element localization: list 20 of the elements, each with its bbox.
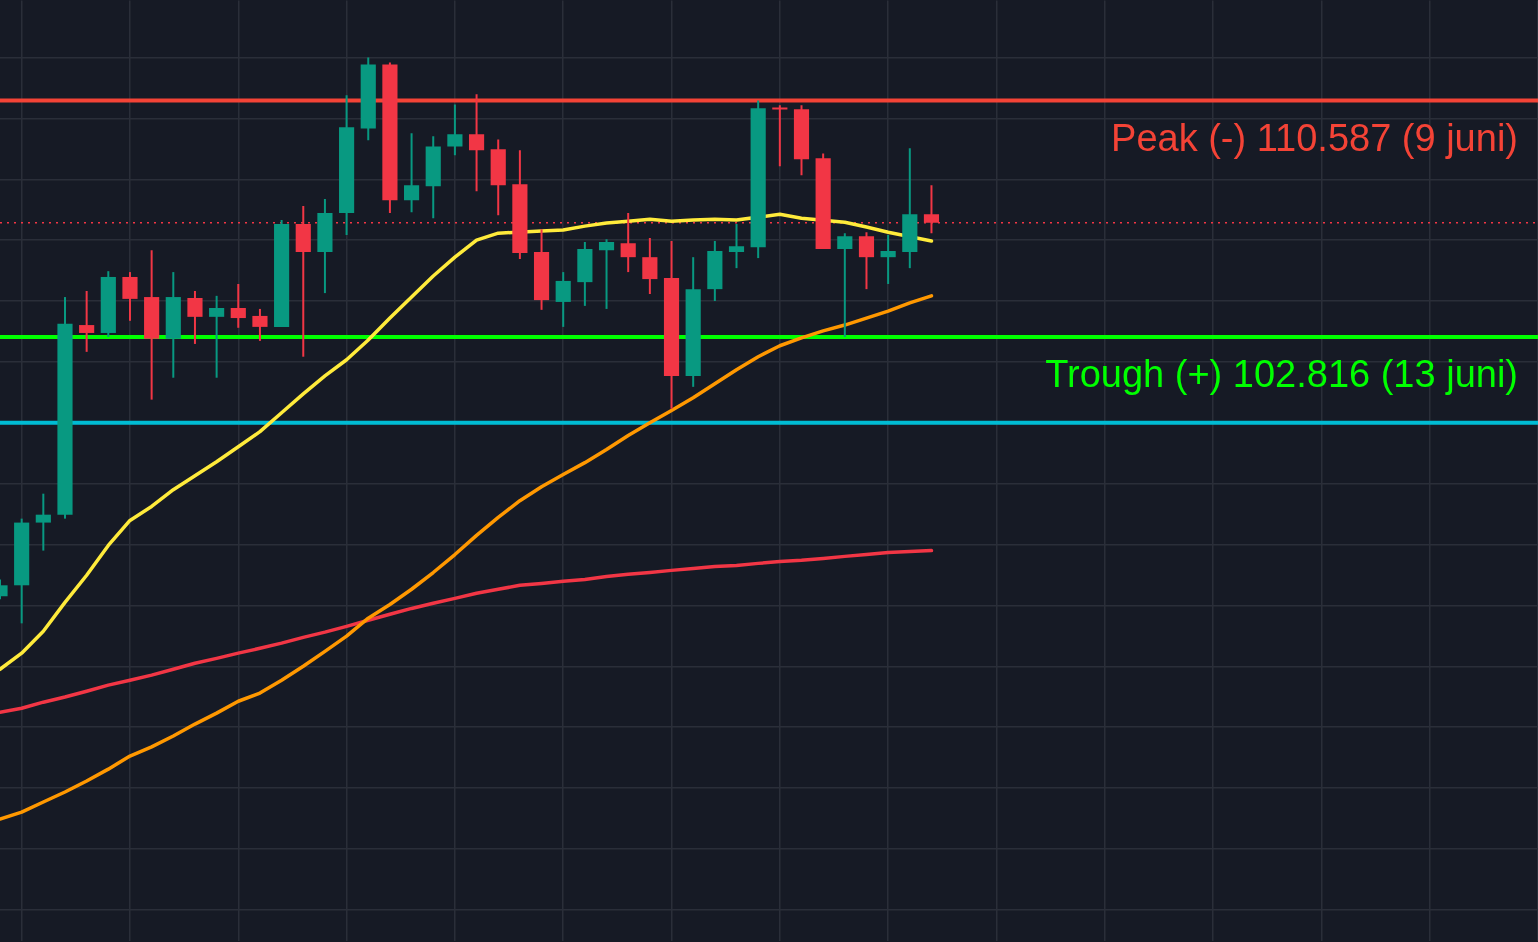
candlestick [35,492,51,552]
candlestick [230,282,246,329]
candlestick [209,294,225,379]
candlestick [555,271,571,328]
candlestick [728,223,745,270]
candlestick [122,271,138,322]
ref-line-label: Trough (+) 102.816 (13 juni) [1045,353,1518,396]
candlestick [468,93,485,193]
candlestick [880,233,896,285]
candlestick [187,289,203,345]
ref-line-label: Peak (-) 110.587 (9 juni) [1111,116,1518,159]
candlestick [252,307,268,342]
candlestick [858,231,875,291]
candlestick [447,103,463,157]
candlestick [79,289,95,353]
candlestick [404,132,420,214]
candlestick [772,104,788,168]
candlestick [837,232,853,338]
candlestick [598,238,615,310]
candlestick [642,237,658,296]
